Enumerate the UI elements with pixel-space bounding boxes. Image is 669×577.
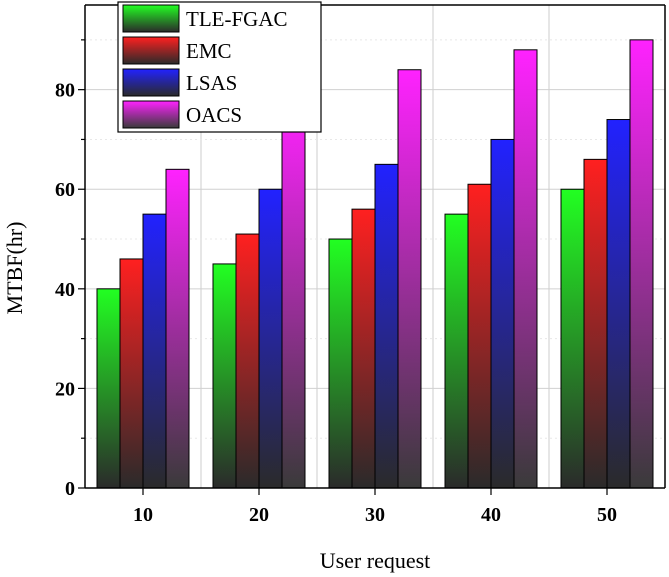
bar-emc-10 [119,258,144,489]
bar-tle-fgac-50 [560,188,585,489]
bar-emc-50 [583,158,608,489]
bar-oacs-20 [281,104,306,489]
bar-tle-fgac-30 [328,238,353,489]
legend: TLE-FGAC EMC LSAS OACS [117,1,322,133]
y-tick-label-40: 40 [55,279,75,301]
x-tick-label-50: 50 [597,504,617,526]
x-tick-label-40: 40 [481,504,501,526]
bar-tle-fgac-20 [212,263,237,489]
bar-emc-40 [467,183,492,489]
bar-oacs-30 [397,69,422,489]
bar-tle-fgac-10 [96,288,121,489]
bar-oacs-40 [513,49,538,489]
y-axis-title: MTBF(hr) [2,222,27,315]
y-tick-label-60: 60 [55,179,75,201]
x-axis-title: User request [320,548,431,573]
legend-swatch-lsas [122,68,180,97]
bar-lsas-50 [606,119,631,489]
bar-lsas-40 [490,138,515,489]
bar-tle-fgac-40 [444,213,469,489]
bar-lsas-20 [258,188,283,489]
legend-swatch-emc [122,36,180,65]
bar-oacs-10 [165,168,190,489]
y-tick-label-20: 20 [55,378,75,400]
y-tick-label-0: 0 [65,478,75,500]
bar-oacs-50 [629,39,654,489]
legend-swatch-tle-fgac [122,4,180,33]
bar-lsas-10 [142,213,167,489]
y-tick-label-80: 80 [55,80,75,102]
bar-emc-20 [235,233,260,489]
bar-lsas-30 [374,163,399,489]
legend-label-lsas: LSAS [186,71,237,95]
legend-label-oacs: OACS [186,103,242,127]
legend-label-emc: EMC [186,39,232,63]
legend-swatch-oacs [122,100,180,129]
x-tick-label-20: 20 [249,504,269,526]
bar-emc-30 [351,208,376,489]
x-tick-label-10: 10 [133,504,153,526]
bars [96,39,654,489]
x-tick-label-30: 30 [365,504,385,526]
legend-label-tle-fgac: TLE-FGAC [186,7,288,31]
